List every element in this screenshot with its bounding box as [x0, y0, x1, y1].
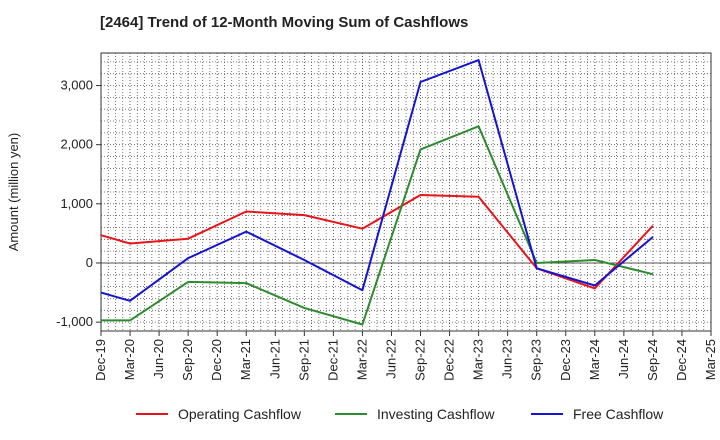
y-tick-label: 2,000	[60, 137, 93, 152]
legend-label: Operating Cashflow	[178, 406, 302, 422]
plot-border	[100, 52, 712, 332]
x-tick-label: Sep-22	[413, 339, 428, 381]
x-tick-label: Dec-22	[442, 339, 457, 381]
legend-label: Investing Cashflow	[377, 406, 495, 422]
axes: -1,000 0 1,000 2,000 3,000 Dec-19 Mar-20 Jun-20…	[56, 52, 718, 381]
x-tick-label: Jun-23	[500, 339, 515, 379]
y-tick-label: -1,000	[56, 314, 93, 329]
x-tick-label: Sep-23	[529, 339, 544, 381]
x-tick-label: Mar-24	[587, 339, 602, 380]
x-tick-label: Dec-20	[209, 339, 224, 381]
y-tick-label: 0	[86, 255, 93, 270]
series-line-2	[101, 125, 654, 326]
series-line-3	[100, 59, 654, 302]
x-tick-label: Jun-24	[616, 339, 631, 379]
y-axis-label: Amount (million yen)	[6, 133, 21, 252]
chart-title: [2464] Trend of 12-Month Moving Sum of C…	[100, 14, 469, 31]
x-tick-label: Mar-20	[122, 339, 137, 380]
x-tick-label: Mar-22	[354, 339, 369, 380]
x-tick-label: Mar-25	[703, 339, 718, 380]
legend: Operating Cashflow Investing Cashflow Free…	[136, 406, 664, 422]
x-tick-label: Mar-23	[471, 339, 486, 380]
series-lines	[100, 59, 654, 326]
x-tick-label: Jun-21	[267, 339, 282, 379]
x-tick-label: Sep-24	[645, 339, 660, 381]
x-tick-label: Jun-22	[383, 339, 398, 379]
x-tick-label: Dec-21	[325, 339, 340, 381]
x-tick-label: Sep-21	[296, 339, 311, 381]
x-tick-label: Dec-19	[93, 339, 108, 381]
legend-label: Free Cashflow	[573, 406, 664, 422]
y-tick-label: 3,000	[60, 78, 93, 93]
y-tick-label: 1,000	[60, 196, 93, 211]
x-tick-label: Dec-23	[558, 339, 573, 381]
x-tick-label: Mar-21	[238, 339, 253, 380]
x-tick-label: Jun-20	[151, 339, 166, 379]
x-tick-label: Sep-20	[180, 339, 195, 381]
x-tick-label: Dec-24	[674, 339, 689, 381]
